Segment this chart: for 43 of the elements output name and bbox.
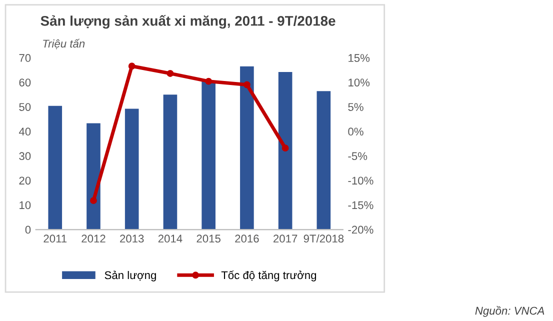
bar [316, 91, 331, 230]
legend-label: Sản lượng [104, 270, 156, 282]
bar [278, 72, 292, 230]
y2-tick-label: -5% [348, 152, 368, 160]
chart-title: Sản lượng sản xuất xi măng, 2011 - 9T/2018e [40, 15, 336, 29]
x-tick-label: 2016 [235, 234, 259, 243]
bar [163, 94, 178, 230]
bar [240, 66, 254, 230]
x-tick-label: 2014 [158, 234, 182, 243]
y2-tick-label: -20% [348, 226, 374, 234]
y-tick-label: 20 [19, 176, 31, 185]
y2-tick-label: 5% [348, 103, 364, 111]
point [282, 144, 289, 152]
point [166, 70, 174, 77]
y-tick-label: 50 [19, 103, 31, 111]
point [128, 62, 136, 70]
x-tick-label: 2012 [82, 234, 106, 243]
y-tick-label: 0 [25, 226, 31, 234]
y2-tick-label: 10% [348, 78, 370, 86]
bar [124, 108, 139, 230]
x-tick-label: 2017 [274, 234, 298, 243]
x-tick-label: 2013 [120, 234, 144, 243]
point [205, 78, 212, 85]
y-tick-label: 10 [20, 201, 31, 210]
text: Nguồn: VNCA [475, 306, 544, 317]
legend-label: Tốc độ tăng trưởng [221, 270, 316, 282]
y2-tick-label: -15% [348, 201, 374, 210]
point [243, 81, 250, 88]
y-axis-title: Triệu tấn [43, 38, 85, 50]
y2-tick-label: -10% [348, 176, 374, 185]
x-tick-label: 2011 [44, 234, 67, 243]
y-tick-label: 40 [18, 128, 31, 136]
point [90, 197, 97, 204]
y-tick-label: 30 [19, 152, 31, 160]
y2-tick-label: 15% [348, 54, 370, 62]
y2-tick-label: 0% [348, 128, 364, 136]
y-tick-label: 60 [19, 78, 31, 86]
bar [48, 106, 62, 230]
bar [86, 123, 100, 230]
x-tick-label: 9T/2018 [304, 234, 344, 243]
bar [202, 81, 216, 230]
y-tick-label: 70 [19, 54, 31, 62]
x-tick-label: 2015 [196, 234, 220, 243]
